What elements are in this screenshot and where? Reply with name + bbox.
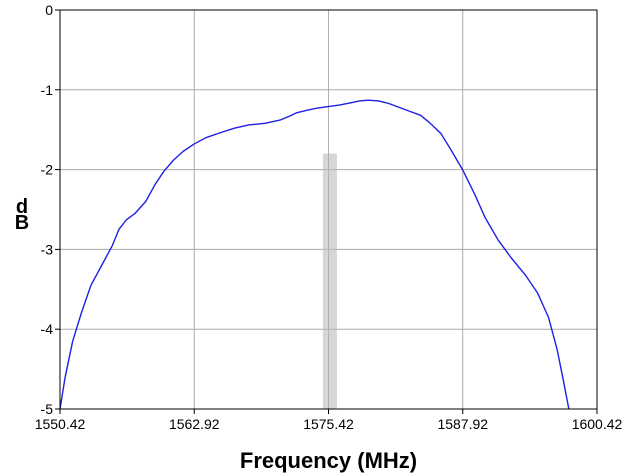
y-tick-label: 0 [45,2,53,18]
y-tick-label: -3 [41,241,54,257]
x-tick-label: 1575.42 [303,416,354,432]
series-line [59,99,570,410]
x-tick-label: 1587.92 [437,416,488,432]
x-tick-label: 1550.42 [35,416,86,432]
x-tick-label: 1600.42 [572,416,623,432]
y-axis-title: B [15,212,29,234]
highlight-band [322,153,337,409]
x-axis-title: Frequency (MHz) [240,448,417,473]
y-tick-label: -1 [41,82,54,98]
y-tick-label: -5 [41,401,54,417]
y-axis-title: d [16,196,28,218]
y-tick-label: -2 [41,162,54,178]
x-tick-label: 1562.92 [169,416,220,432]
y-tick-label: -4 [41,321,54,337]
